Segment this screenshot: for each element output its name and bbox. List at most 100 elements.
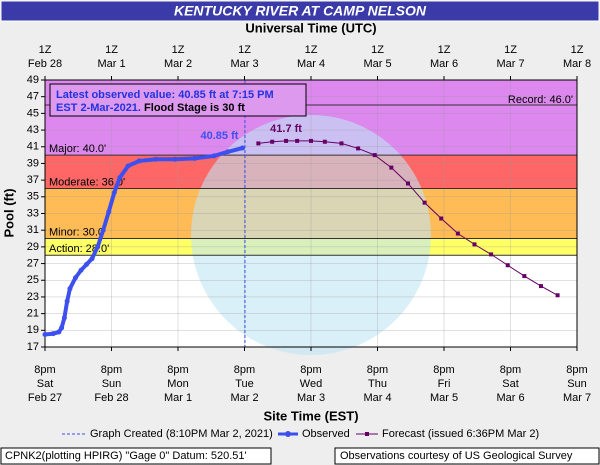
observed-point [89,256,95,262]
observed-point [61,315,67,321]
top-axis-label: Universal Time (UTC) [245,20,376,35]
x-tick-day: Tue [235,378,254,390]
forecast-point [295,138,300,143]
info-date: EST 2-Mar-2021. [56,102,141,114]
observed-point [211,153,217,159]
y-tick-label: 49 [27,74,39,86]
observed-point [106,209,112,215]
forecast-point [256,141,261,146]
observed-point [56,329,62,335]
top-tick-date: Mar 3 [230,58,258,70]
forecast-point [309,138,313,143]
stage-label: Minor: 30.0' [49,226,106,238]
forecast-point [522,274,527,279]
forecast-point [389,165,394,170]
observed-point [111,190,117,196]
forecast-point [455,231,460,236]
forecast-point [372,153,377,158]
observed-point [50,331,56,337]
x-tick-day: Thu [368,378,387,390]
x-tick-date: Mar 7 [563,392,591,404]
x-tick-day: Fri [438,378,451,390]
observed-point [59,325,65,331]
top-tick-label: 1Z [105,44,118,56]
series-line [258,140,558,296]
legend: Graph Created (8:10PM Mar 2, 2021) Obser… [62,428,539,440]
top-tick-label: 1Z [305,44,318,56]
y-tick-label: 41 [27,141,39,153]
forecast-point [439,216,444,221]
legend-label: Forecast (issued 6:36PM Mar 2) [382,428,539,440]
forecast-point [339,141,344,146]
plot-area: Record: 46.0' Major: 40.0' Moderate: 36.0'… [42,79,578,355]
top-tick-label: 1Z [438,44,451,56]
forecast-point [284,138,289,143]
x-tick-day: Sat [37,378,54,390]
observed-point [153,156,159,162]
observed-point [78,267,84,273]
peak-annotation: 41.7 ft [270,123,302,135]
y-tick-label: 35 [27,191,39,203]
x-tick-date: Mar 5 [430,392,458,404]
x-tick-label: 8pm [433,364,454,376]
top-tick-date: Mar 2 [164,58,192,70]
top-tick-label: 1Z [39,44,52,56]
latest-annotation: 40.85 ft [201,130,239,142]
top-tick-label: 1Z [504,44,517,56]
top-tick-date: Mar 7 [496,58,524,70]
footer-box [334,447,600,465]
y-tick-label: 37 [27,174,39,186]
legend-label: Graph Created (8:10PM Mar 2, 2021) [90,428,273,440]
footer-box [0,447,272,465]
forecast-point [270,139,275,144]
x-tick-day: Sun [102,378,122,390]
observed-point [67,286,73,292]
info-line: EST 2-Mar-2021. Flood Stage is 30 ft [56,102,245,114]
stage-label: Major: 40.0' [49,143,106,155]
forecast-point [322,139,327,144]
y-tick-label: 39 [27,157,39,169]
observed-point [84,261,90,267]
x-tick-label: 8pm [367,364,388,376]
info-flood: Flood Stage is 30 ft [144,102,245,114]
observed-point [136,158,142,164]
footer-left: CPNK2(plotting HPIRG) "Gage 0" Datum: 52… [5,450,247,462]
x-tick-date: Feb 27 [28,392,62,404]
y-tick-label: 23 [27,291,39,303]
chart-title: KENTUCKY RIVER AT CAMP NELSON [174,3,427,19]
y-tick-label: 17 [27,341,39,353]
top-tick-date: Mar 1 [97,58,125,70]
y-tick-label: 19 [27,324,39,336]
legend-swatch [285,431,291,437]
forecast-point [422,200,427,205]
observed-point [125,163,131,169]
legend-label: Observed [302,428,350,440]
x-tick-label: 8pm [101,364,122,376]
y-tick-label: 43 [27,124,39,136]
y-tick-label: 47 [27,91,39,103]
forecast-point [405,181,410,186]
observed-point [192,155,198,161]
x-tick-label: 8pm [34,364,55,376]
y-tick-label: 29 [27,241,39,253]
x-tick-date: Mar 3 [297,392,325,404]
x-tick-date: Mar 2 [230,392,258,404]
y-tick-label: 31 [27,224,39,236]
footer-right: Observations courtesy of US Geological S… [340,450,573,462]
y-tick-label: 25 [27,274,39,286]
observed-point [72,275,78,281]
forecast-point [489,252,494,257]
stage-label: Moderate: 36.0' [49,176,125,188]
top-tick-date: Mar 5 [363,58,391,70]
stage-label: Record: 46.0' [508,94,573,106]
top-tick-date: Mar 8 [563,58,591,70]
y-tick-label: 27 [27,257,39,269]
x-tick-label: 8pm [167,364,188,376]
y-tick-label: 45 [27,107,39,119]
x-tick-date: Mar 1 [164,392,192,404]
x-axis-label: Site Time (EST) [263,408,358,423]
observed-point [42,331,48,337]
y-tick-label: 21 [27,308,39,320]
x-tick-label: 8pm [566,364,587,376]
